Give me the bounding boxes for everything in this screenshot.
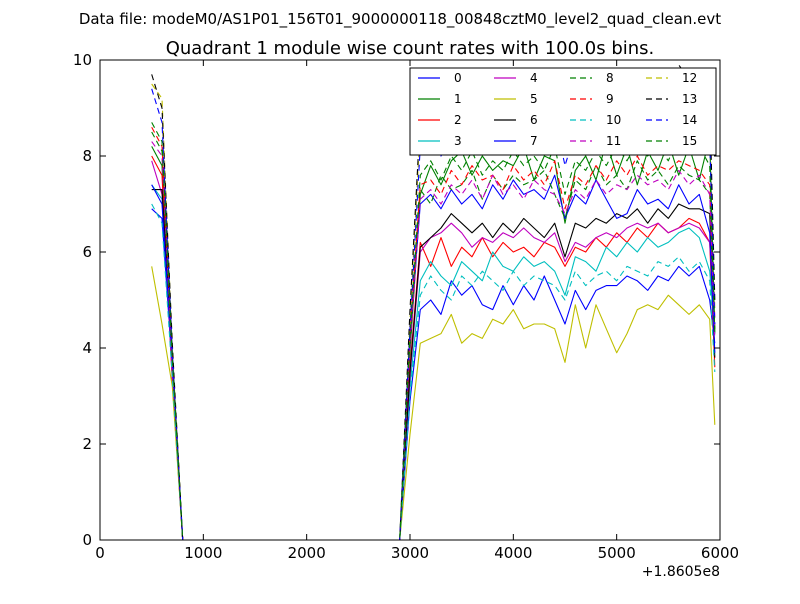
legend-item-11: 11 — [570, 134, 621, 148]
legend-label-11: 11 — [606, 134, 621, 148]
legend-item-3: 3 — [418, 134, 462, 148]
legend-label-9: 9 — [606, 92, 614, 106]
series-line-9 — [151, 126, 716, 541]
legend-frame — [409, 67, 717, 156]
legend-label-8: 8 — [606, 71, 614, 85]
y-tick-label: 10 — [73, 51, 92, 69]
legend-item-10: 10 — [570, 113, 621, 127]
legend-item-5: 5 — [494, 92, 538, 106]
legend-item-15: 15 — [646, 134, 697, 148]
series-line-8 — [151, 131, 716, 541]
chart-title: Quadrant 1 module wise count rates with … — [166, 38, 655, 59]
x-tick-label: 4000 — [494, 544, 532, 562]
legend-label-1: 1 — [454, 92, 462, 106]
legend-label-5: 5 — [530, 92, 538, 106]
legend-label-10: 10 — [606, 113, 621, 127]
x-tick-label: 2000 — [288, 544, 326, 562]
legend-item-6: 6 — [494, 113, 538, 127]
legend-label-0: 0 — [454, 71, 462, 85]
legend-item-2: 2 — [418, 113, 462, 127]
x-tick-label: 5000 — [598, 544, 636, 562]
legend-item-14: 14 — [646, 113, 697, 127]
legend-item-13: 13 — [646, 92, 697, 106]
series-line-3 — [151, 184, 716, 541]
legend-label-15: 15 — [682, 134, 697, 148]
legend-label-14: 14 — [682, 113, 697, 127]
series-line-0 — [151, 208, 716, 541]
legend-label-3: 3 — [454, 134, 462, 148]
y-tick-label: 6 — [82, 243, 92, 261]
x-tick-label: 3000 — [391, 544, 429, 562]
y-tick-label: 4 — [82, 339, 92, 357]
x-tick-label: 0 — [95, 544, 105, 562]
x-tick-label: 1000 — [184, 544, 222, 562]
legend-label-7: 7 — [530, 134, 538, 148]
series-line-11 — [151, 141, 716, 541]
legend-item-12: 12 — [646, 71, 697, 85]
legend-item-4: 4 — [494, 71, 538, 85]
series-line-15 — [151, 122, 716, 541]
x-axis-offset-label: +1.8605e8 — [642, 564, 720, 580]
series-line-6 — [151, 189, 716, 541]
figure-suptitle: Data file: modeM0/AS1P01_156T01_90000001… — [79, 10, 721, 29]
legend-label-13: 13 — [682, 92, 697, 106]
y-tick-label: 8 — [82, 147, 92, 165]
x-axis: 0 1000 2000 3000 4000 5000 6000 — [95, 60, 739, 562]
y-tick-label: 2 — [82, 435, 92, 453]
legend-label-2: 2 — [454, 113, 462, 127]
legend-item-8: 8 — [570, 71, 614, 85]
legend-item-9: 9 — [570, 92, 614, 106]
legend-item-7: 7 — [494, 134, 538, 148]
series-line-5 — [151, 266, 716, 541]
x-tick-label: 6000 — [701, 544, 739, 562]
series-line-10 — [151, 203, 716, 541]
legend-item-1: 1 — [418, 92, 462, 106]
legend-label-6: 6 — [530, 113, 538, 127]
legend-label-12: 12 — [682, 71, 697, 85]
y-tick-label: 0 — [82, 531, 92, 549]
legend-label-4: 4 — [530, 71, 538, 85]
legend-item-0: 0 — [418, 71, 462, 85]
